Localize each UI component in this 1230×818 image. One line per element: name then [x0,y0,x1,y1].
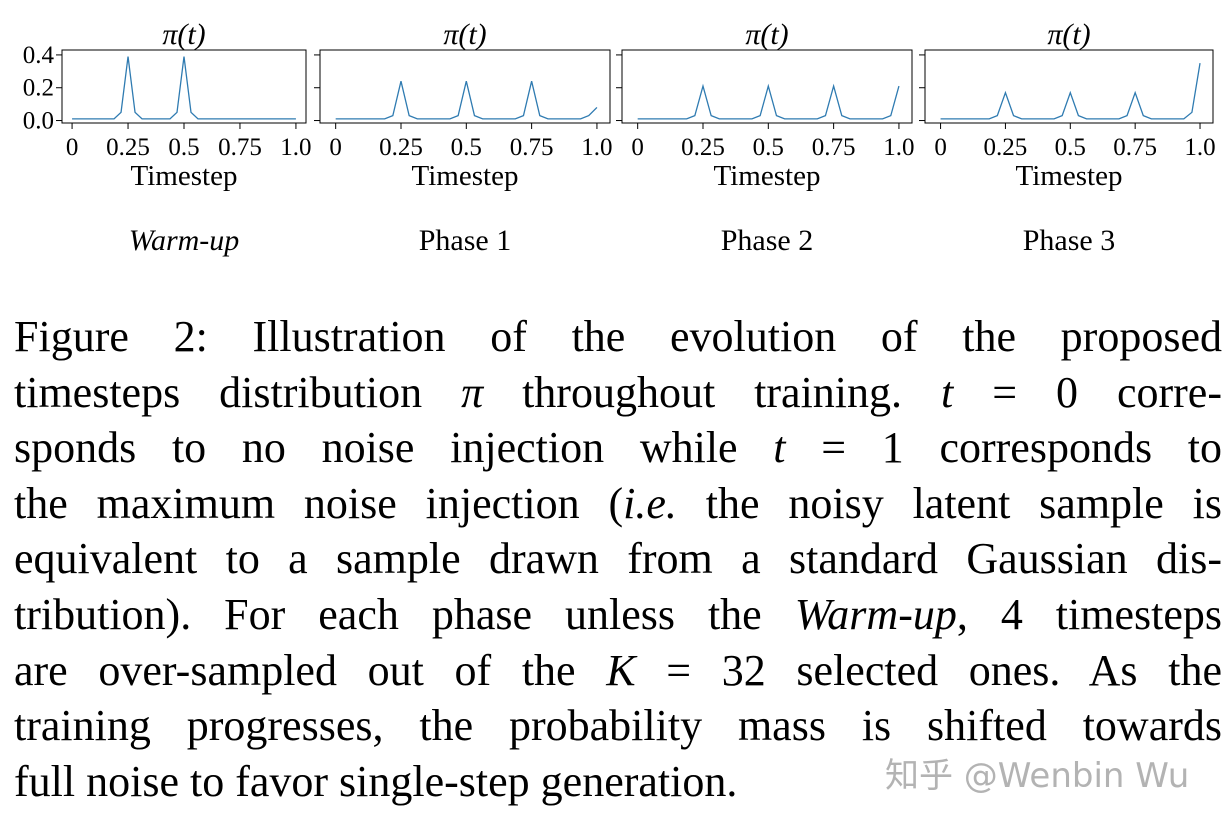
data-line [637,83,900,120]
caption-text: Figure 2: Illustration of the evolution … [14,312,1222,361]
x-axis-label: Timestep [131,160,238,192]
x-tick-label: 0 [329,134,342,161]
plot-frame [319,49,611,124]
plot-frame [924,49,1214,124]
caption-text: tribution). For each phase unless the [14,589,795,639]
caption-text: Warm-up [794,589,957,639]
x-tick-label: 0 [631,134,644,161]
panel-label: Phase 1 [419,224,512,257]
x-tick-label: 0.5 [451,134,482,161]
caption-text: = 1 corresponds to [785,423,1222,473]
caption-text: sponds to no noise injection while [14,423,774,473]
caption-line: are over-sampled out of the K = 32 selec… [14,643,1222,699]
x-tick-label: 0.5 [1055,134,1086,161]
x-axis-label: Timestep [714,160,821,192]
y-tick-label: 0.2 [23,75,54,102]
x-tick-label: 0.25 [681,134,725,161]
caption-text: t [773,423,786,473]
chart-title: π(t) [443,18,486,51]
caption-text: , 4 timesteps [956,589,1223,639]
y-tick-label: 0.4 [23,42,55,69]
y-tick-label: 0.0 [23,108,54,135]
x-tick-label: 0.25 [379,134,423,161]
caption-text: equivalent to a sample drawn from a stan… [14,534,1222,584]
caption-text: throughout training. [483,367,941,417]
x-tick-label: 1.0 [1184,134,1215,161]
caption-line: Figure 2: Illustration of the evolution … [14,309,1222,365]
data-line [72,56,296,120]
x-axis-label: Timestep [1016,160,1123,192]
x-tick-label: 0.75 [510,134,554,161]
x-tick-label: 0.5 [168,134,199,161]
caption-line: training progresses, the probability mas… [14,698,1222,754]
caption-text: the noisy latent sample is [676,478,1223,528]
caption-line: timesteps distribution π throughout trai… [14,365,1222,421]
caption-line: the maximum noise injection (i.e. the no… [14,476,1222,532]
caption-line: full noise to favor single-step generati… [14,754,1222,810]
x-tick-label: 0 [66,134,79,161]
caption-text: full noise to favor single-step generati… [14,756,738,806]
data-line [940,63,1201,120]
caption-line: tribution). For each phase unless the Wa… [14,587,1222,643]
x-tick-label: 0 [934,134,947,161]
caption-text: i.e. [623,478,677,528]
chart-title: π(t) [1047,18,1090,51]
figure-caption: Figure 2: Illustration of the evolution … [14,309,1222,809]
caption-text: t [941,367,954,417]
watermark: 知乎 @Wenbin Wu [885,756,1190,796]
x-axis-label: Timestep [412,160,519,192]
x-tick-label: 0.75 [218,134,262,161]
panel-label: Warm-up [129,224,240,257]
x-tick-label: 0.25 [984,134,1028,161]
caption-text: = 32 selected ones. As the [635,645,1222,695]
caption-text: K [606,645,636,695]
x-tick-label: 0.75 [812,134,856,161]
x-tick-label: 0.5 [753,134,784,161]
x-tick-label: 1.0 [581,134,612,161]
caption-line: equivalent to a sample drawn from a stan… [14,531,1222,587]
x-tick-label: 1.0 [883,134,914,161]
caption-text: the maximum noise injection ( [14,478,624,528]
caption-text: π [461,367,484,417]
chart-title: π(t) [745,18,788,51]
caption-text: are over-sampled out of the [14,645,607,695]
plot-frame [621,49,913,124]
x-tick-label: 1.0 [280,134,311,161]
caption-line: sponds to no noise injection while t = 1… [14,420,1222,476]
panel-label: Phase 2 [721,224,814,257]
data-line [335,81,598,120]
x-tick-label: 0.75 [1113,134,1157,161]
caption-text: = 0 corre- [953,367,1222,417]
caption-text: training progresses, the probability mas… [14,701,1222,751]
figure-panels: π(t) 0 0.25 0.5 0.75 1.0 0.0 0.2 0.4 Timestep Warm… [23,18,1216,257]
x-tick-label: 0.25 [106,134,150,161]
chart-title: π(t) [162,18,205,51]
panel-label: Phase 3 [1023,224,1116,257]
caption-text: timesteps distribution [14,367,462,417]
